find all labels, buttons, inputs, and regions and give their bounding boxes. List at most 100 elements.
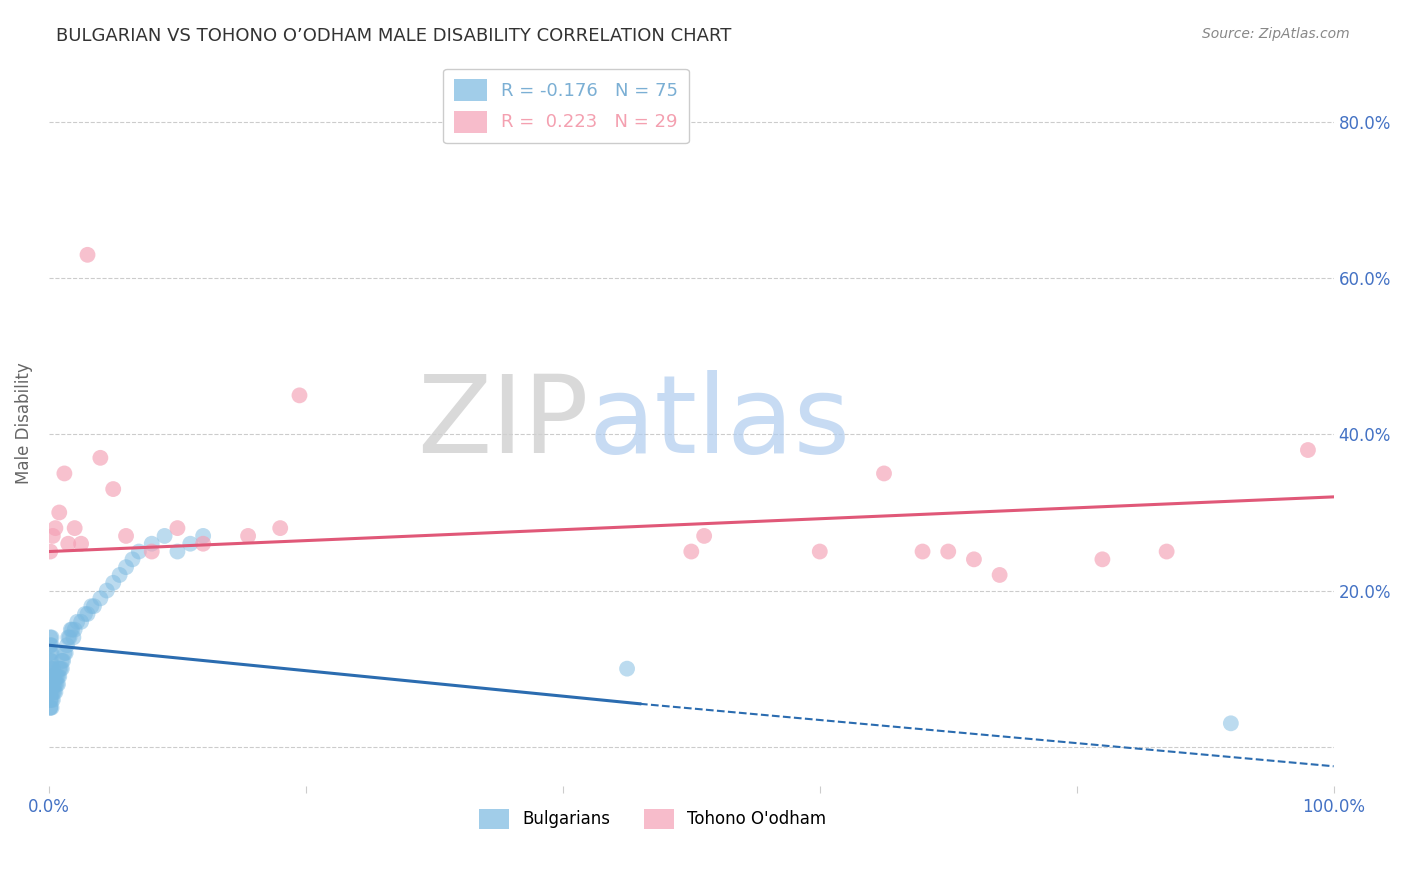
Point: [1219, 716, 1241, 731]
Point: [41, 638, 63, 652]
Point: [963, 552, 986, 566]
Point: [41, 662, 63, 676]
Point: [121, 552, 143, 566]
Point: [70, 615, 93, 629]
Point: [41, 669, 63, 683]
Point: [39, 669, 62, 683]
Text: BULGARIAN VS TOHONO O’ODHAM MALE DISABILITY CORRELATION CHART: BULGARIAN VS TOHONO O’ODHAM MALE DISABIL…: [56, 27, 731, 45]
Point: [56, 638, 79, 652]
Point: [46, 669, 69, 683]
Point: [51, 662, 73, 676]
Point: [53, 646, 76, 660]
Point: [44, 685, 66, 699]
Point: [58, 631, 80, 645]
Point: [39, 638, 62, 652]
Point: [288, 388, 311, 402]
Point: [39, 646, 62, 660]
Point: [59, 623, 82, 637]
Point: [166, 544, 188, 558]
Point: [236, 529, 259, 543]
Point: [1296, 443, 1319, 458]
Point: [191, 537, 214, 551]
Point: [108, 568, 131, 582]
Point: [45, 677, 67, 691]
Point: [70, 537, 93, 551]
Point: [1156, 544, 1178, 558]
Point: [39, 685, 62, 699]
Point: [39, 685, 62, 699]
Point: [42, 685, 65, 699]
Point: [41, 654, 63, 668]
Point: [48, 506, 70, 520]
Point: [39, 677, 62, 691]
Point: [42, 677, 65, 691]
Point: [42, 662, 65, 676]
Point: [141, 537, 163, 551]
Point: [911, 544, 934, 558]
Point: [42, 685, 65, 699]
Point: [39, 631, 62, 645]
Point: [153, 529, 176, 543]
Point: [52, 654, 75, 668]
Point: [58, 537, 80, 551]
Point: [39, 677, 62, 691]
Point: [45, 669, 67, 683]
Point: [681, 544, 703, 558]
Point: [80, 599, 103, 614]
Point: [76, 248, 98, 262]
Point: [63, 623, 86, 637]
Point: [44, 521, 66, 535]
Point: [39, 669, 62, 683]
Point: [936, 544, 959, 558]
Point: [39, 693, 62, 707]
Point: [39, 700, 62, 714]
Point: [60, 623, 83, 637]
Point: [44, 669, 66, 683]
Point: [179, 537, 201, 551]
Point: [141, 544, 163, 558]
Point: [41, 646, 63, 660]
Point: [616, 662, 638, 676]
Point: [44, 677, 66, 691]
Point: [191, 529, 214, 543]
Point: [96, 583, 118, 598]
Point: [166, 521, 188, 535]
Point: [53, 467, 76, 481]
Point: [63, 521, 86, 535]
Point: [39, 662, 62, 676]
Text: atlas: atlas: [589, 369, 851, 475]
Legend: Bulgarians, Tohono O'odham: Bulgarians, Tohono O'odham: [472, 802, 832, 836]
Point: [41, 700, 63, 714]
Point: [128, 544, 150, 558]
Point: [51, 654, 73, 668]
Point: [48, 669, 70, 683]
Point: [42, 669, 65, 683]
Point: [55, 646, 77, 660]
Point: [39, 654, 62, 668]
Point: [269, 521, 291, 535]
Point: [89, 591, 111, 606]
Y-axis label: Male Disability: Male Disability: [15, 362, 32, 483]
Point: [42, 693, 65, 707]
Point: [39, 700, 62, 714]
Point: [42, 529, 65, 543]
Point: [1091, 552, 1114, 566]
Point: [41, 693, 63, 707]
Point: [48, 662, 70, 676]
Point: [58, 631, 80, 645]
Point: [66, 615, 89, 629]
Point: [873, 467, 896, 481]
Point: [39, 693, 62, 707]
Point: [42, 669, 65, 683]
Point: [42, 677, 65, 691]
Text: Source: ZipAtlas.com: Source: ZipAtlas.com: [1202, 27, 1350, 41]
Point: [988, 568, 1011, 582]
Point: [62, 631, 84, 645]
Point: [76, 607, 98, 621]
Point: [808, 544, 831, 558]
Point: [46, 677, 69, 691]
Point: [89, 450, 111, 465]
Point: [83, 599, 105, 614]
Point: [49, 662, 72, 676]
Point: [103, 575, 125, 590]
